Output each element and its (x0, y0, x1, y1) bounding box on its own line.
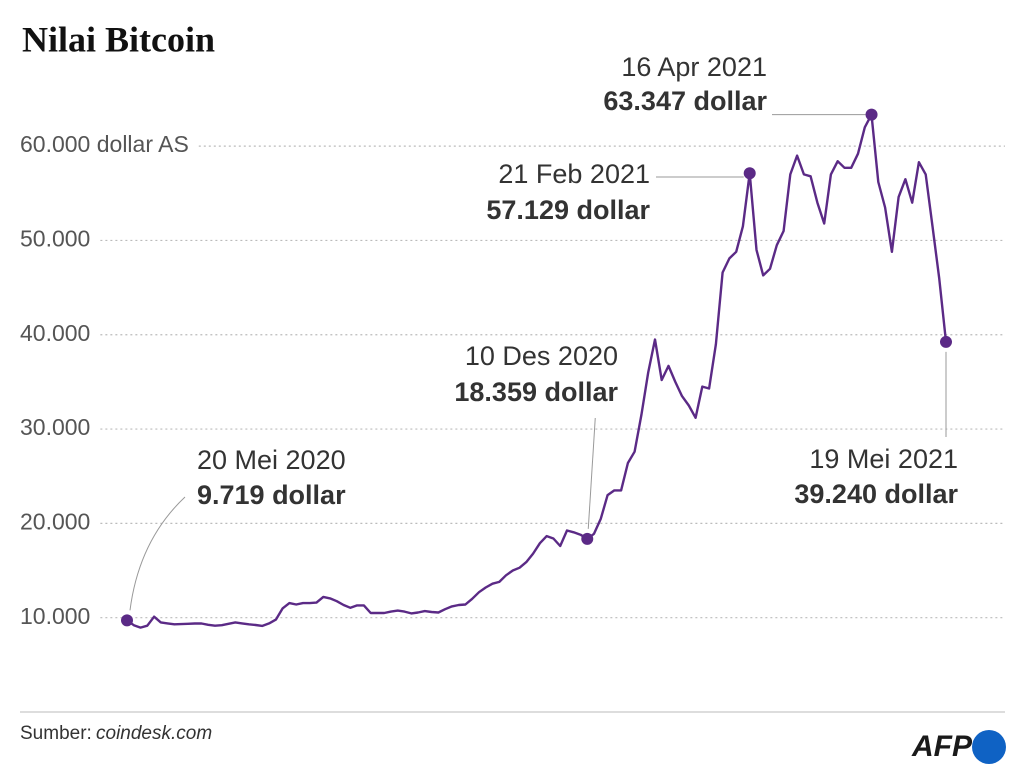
annotation-value: 63.347 dollar (603, 86, 767, 116)
source-label: Sumber: (20, 723, 92, 744)
y-tick-label: 60.000 dollar AS (20, 131, 189, 157)
annotation-value: 9.719 dollar (197, 480, 346, 510)
y-tick-label: 50.000 (20, 226, 90, 252)
y-tick-label: 30.000 (20, 414, 90, 440)
point-marker (865, 108, 878, 121)
point-marker (121, 614, 133, 627)
annotation-date: 16 Apr 2021 (621, 52, 767, 82)
annotation-value: 57.129 dollar (486, 195, 650, 225)
annotation-date: 21 Feb 2021 (498, 159, 650, 189)
point-marker (743, 167, 756, 180)
logo: AFP (911, 730, 973, 763)
point-marker (581, 532, 594, 545)
annotation-value: 18.359 dollar (454, 377, 618, 407)
source: coindesk.com (96, 723, 212, 744)
y-tick-label: 40.000 (20, 320, 90, 346)
price-line (126, 113, 948, 629)
annotation-date: 19 Mei 2021 (809, 444, 958, 474)
leader-line (129, 496, 186, 611)
point-marker (940, 335, 952, 348)
y-tick-label: 20.000 (20, 508, 90, 534)
annotation-date: 10 Des 2020 (465, 341, 618, 371)
y-tick-label: 10.000 (20, 603, 90, 629)
annotation-value: 39.240 dollar (794, 479, 958, 509)
chart-title: Nilai Bitcoin (22, 19, 215, 59)
logo-circle (972, 730, 1006, 764)
leader-line (587, 417, 596, 529)
annotation-date: 20 Mei 2020 (197, 445, 346, 475)
